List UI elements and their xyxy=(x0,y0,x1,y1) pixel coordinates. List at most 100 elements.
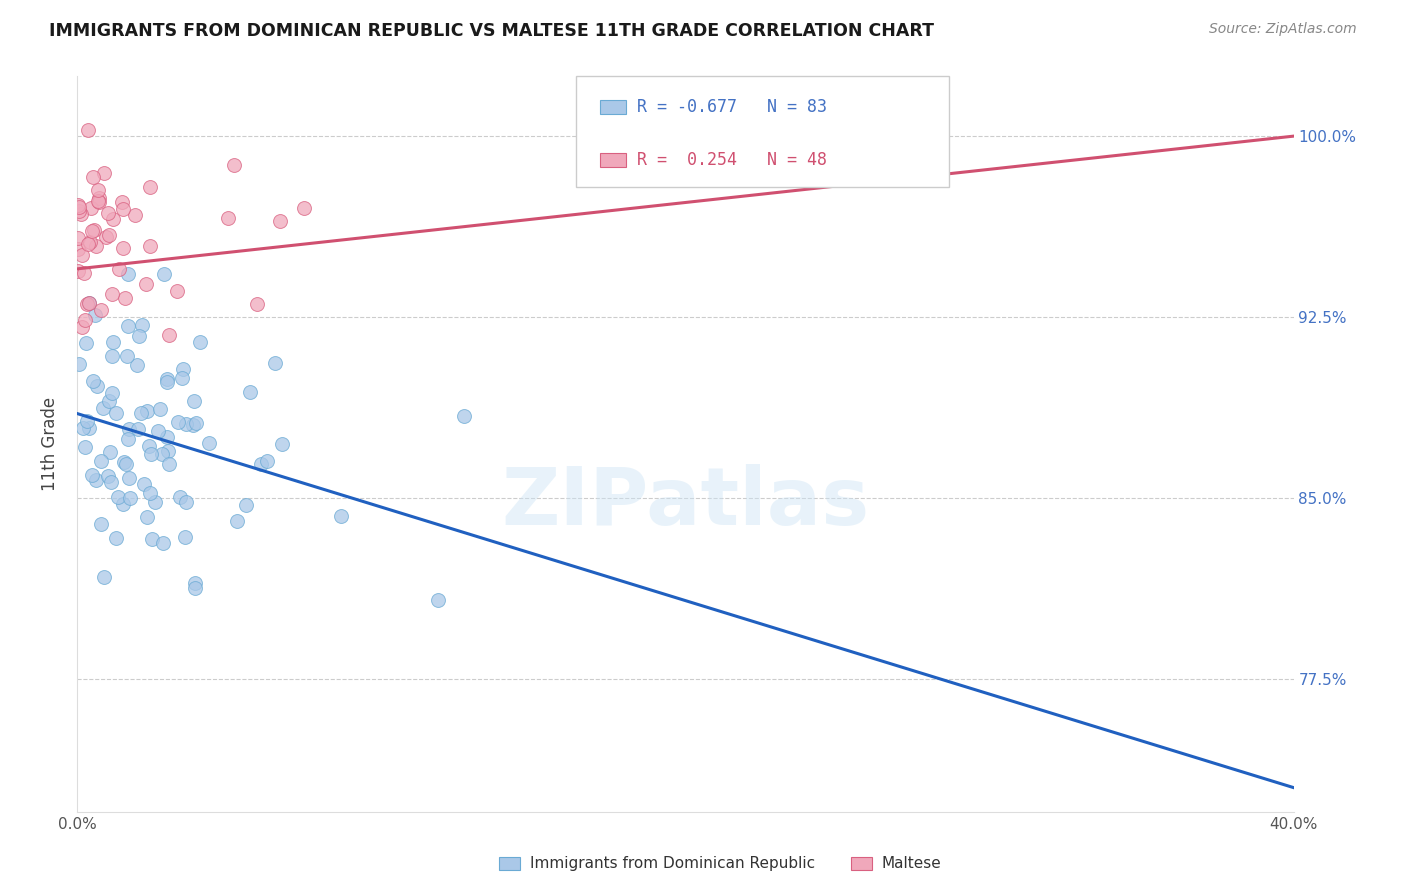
Point xyxy=(100,445,122,459)
Point xyxy=(90,517,112,532)
Point xyxy=(72,421,94,435)
Point xyxy=(170,371,193,385)
Point xyxy=(139,239,162,253)
Point xyxy=(112,202,135,216)
Point xyxy=(80,202,103,216)
Point xyxy=(67,357,90,371)
Point xyxy=(111,195,134,210)
Point xyxy=(172,362,194,376)
Point xyxy=(87,195,110,210)
Point xyxy=(183,581,205,595)
Point xyxy=(72,320,94,334)
Point xyxy=(269,214,291,228)
Point xyxy=(79,296,101,310)
Point xyxy=(86,379,108,393)
Point xyxy=(76,297,98,311)
Point xyxy=(111,497,134,511)
Text: Source: ZipAtlas.com: Source: ZipAtlas.com xyxy=(1209,22,1357,37)
Text: Maltese: Maltese xyxy=(882,856,941,871)
Point xyxy=(156,430,179,444)
Point xyxy=(166,285,188,299)
Point xyxy=(141,532,163,546)
Point xyxy=(118,491,141,505)
Point xyxy=(86,239,108,253)
Point xyxy=(174,495,197,509)
Point xyxy=(131,318,153,333)
Point xyxy=(98,227,121,242)
Point xyxy=(270,437,292,451)
Point xyxy=(226,514,249,528)
Point xyxy=(82,375,104,389)
Point xyxy=(115,350,138,364)
Point xyxy=(217,211,239,226)
Point xyxy=(104,531,127,545)
Point xyxy=(127,422,149,436)
Point xyxy=(453,409,475,423)
Point xyxy=(124,208,146,222)
Point xyxy=(153,267,176,281)
Point xyxy=(111,241,134,255)
Point xyxy=(104,406,127,420)
Point xyxy=(155,375,177,389)
Point xyxy=(90,454,112,468)
Point xyxy=(173,530,195,544)
Point xyxy=(84,308,107,322)
Point xyxy=(157,444,180,458)
Point xyxy=(82,170,104,185)
Point xyxy=(139,180,162,194)
Point xyxy=(152,536,174,550)
Point xyxy=(98,394,121,409)
Point xyxy=(107,490,129,504)
Point xyxy=(157,327,180,342)
Point xyxy=(97,468,120,483)
Point xyxy=(101,287,124,301)
Point xyxy=(70,248,93,262)
Point xyxy=(101,385,124,400)
Point xyxy=(101,334,124,349)
Point xyxy=(118,422,141,436)
Point xyxy=(77,237,100,252)
Point xyxy=(77,122,100,136)
Text: R =  0.254   N = 48: R = 0.254 N = 48 xyxy=(637,151,827,169)
Point xyxy=(222,158,245,172)
Point xyxy=(93,166,115,180)
Point xyxy=(97,205,120,219)
Point xyxy=(292,201,315,215)
Point xyxy=(127,358,149,372)
Point xyxy=(82,468,104,483)
Point xyxy=(135,403,157,417)
Point xyxy=(101,350,124,364)
Point xyxy=(87,194,110,209)
Point xyxy=(138,438,160,452)
Point xyxy=(69,201,91,215)
Point xyxy=(426,592,449,607)
Point xyxy=(94,230,117,244)
Point xyxy=(77,421,100,435)
Point xyxy=(75,440,97,454)
Point xyxy=(198,435,221,450)
Point xyxy=(256,454,278,468)
Point xyxy=(157,458,180,472)
Point xyxy=(108,262,131,277)
Y-axis label: 11th Grade: 11th Grade xyxy=(41,397,59,491)
Point xyxy=(76,414,98,428)
Point xyxy=(75,313,97,327)
Point xyxy=(156,372,179,386)
Point xyxy=(67,198,90,212)
Point xyxy=(117,267,139,281)
Point xyxy=(143,495,166,509)
Point xyxy=(91,401,114,416)
Point xyxy=(114,291,136,305)
Point xyxy=(135,277,157,292)
Text: IMMIGRANTS FROM DOMINICAN REPUBLIC VS MALTESE 11TH GRADE CORRELATION CHART: IMMIGRANTS FROM DOMINICAN REPUBLIC VS MA… xyxy=(49,22,934,40)
Point xyxy=(87,183,110,197)
Point xyxy=(118,471,141,485)
Point xyxy=(250,457,273,471)
Point xyxy=(84,473,107,487)
Point xyxy=(239,384,262,399)
Point xyxy=(169,490,191,504)
Point xyxy=(82,224,104,238)
Point xyxy=(100,475,122,490)
Text: R = -0.677   N = 83: R = -0.677 N = 83 xyxy=(637,98,827,116)
Point xyxy=(139,486,162,500)
